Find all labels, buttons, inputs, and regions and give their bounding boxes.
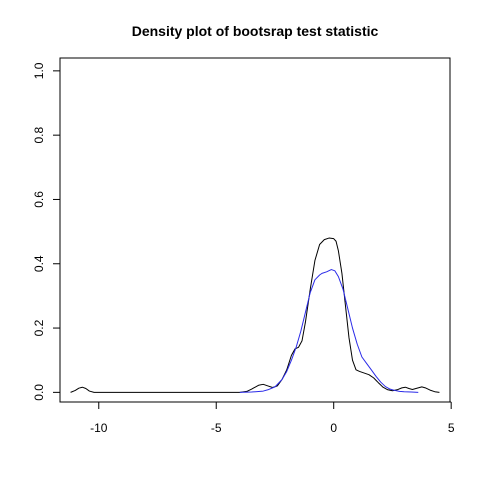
plot-frame bbox=[60, 58, 450, 402]
x-tick-label: 5 bbox=[448, 421, 455, 435]
x-axis: -10 -5 0 5 bbox=[90, 402, 455, 435]
y-tick-label: 0.0 bbox=[32, 384, 46, 401]
density-series bbox=[71, 238, 440, 392]
y-tick-label: 0.6 bbox=[32, 191, 46, 208]
chart-title: Density plot of bootsrap test statistic bbox=[132, 23, 379, 39]
x-tick-label: -10 bbox=[90, 421, 108, 435]
density-line-1 bbox=[71, 238, 440, 392]
x-tick-label: -5 bbox=[211, 421, 222, 435]
y-tick-label: 0.8 bbox=[32, 126, 46, 143]
x-tick-label: 0 bbox=[330, 421, 337, 435]
y-tick-label: 0.4 bbox=[32, 255, 46, 272]
y-tick-label: 1.0 bbox=[32, 62, 46, 79]
density-line-2 bbox=[240, 270, 419, 393]
y-tick-label: 0.2 bbox=[32, 319, 46, 336]
y-axis: 0.0 0.2 0.4 0.6 0.8 1.0 bbox=[32, 62, 60, 401]
